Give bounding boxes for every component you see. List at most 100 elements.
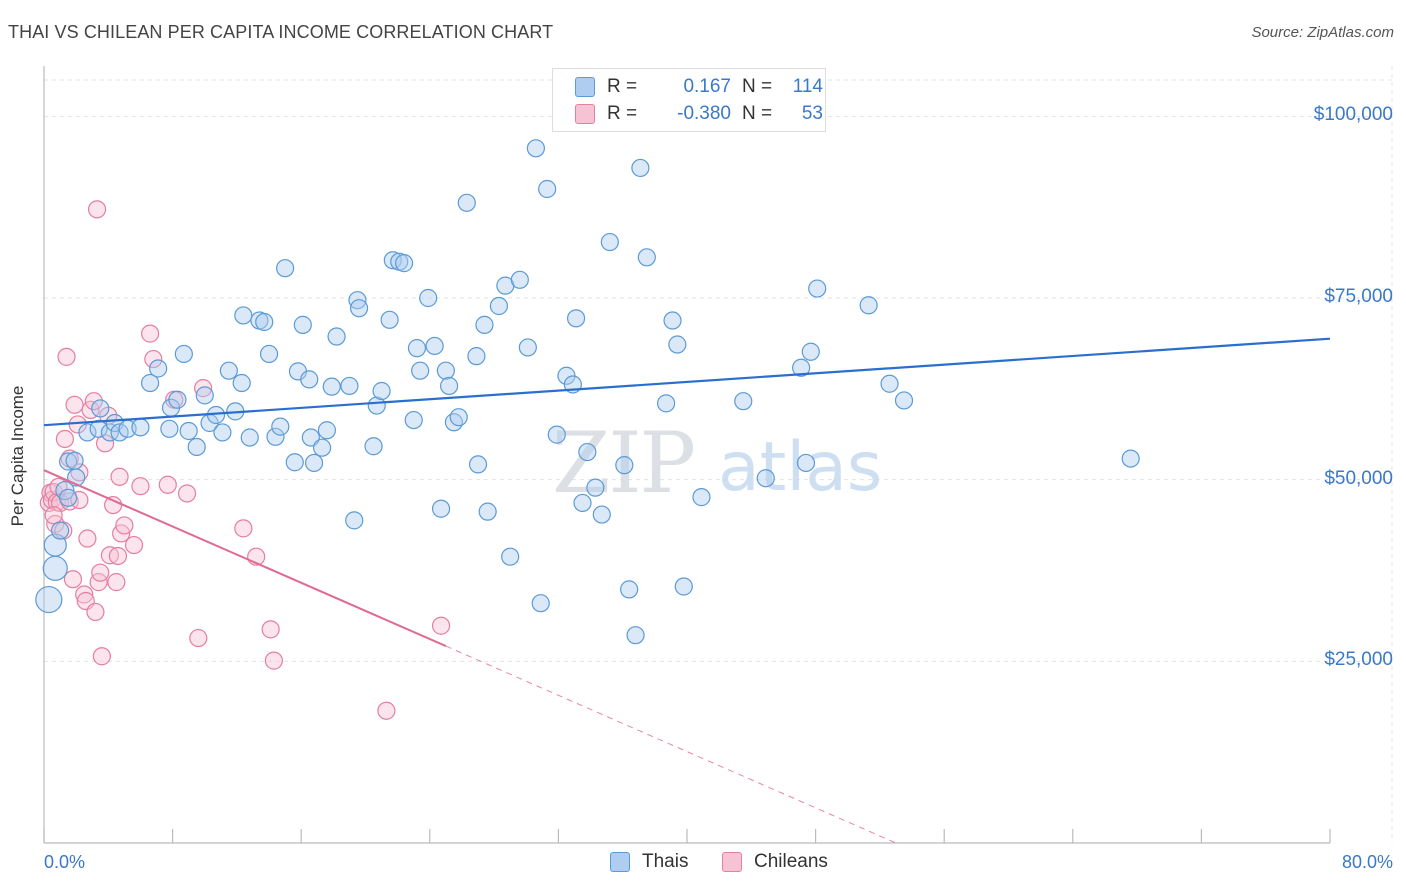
thai-point xyxy=(364,437,383,456)
chilean-point xyxy=(65,395,84,414)
watermark: ZIP atlas xyxy=(552,414,882,512)
chart-title: THAI VS CHILEAN PER CAPITA INCOME CORREL… xyxy=(8,22,554,42)
thai-point xyxy=(756,469,775,488)
chart-source: Source: ZipAtlas.com xyxy=(1251,24,1394,41)
thai-point xyxy=(89,419,108,438)
thai-point xyxy=(592,505,611,524)
y-tick-label: $100,000 xyxy=(1313,104,1393,126)
chilean-point xyxy=(78,529,97,548)
thai-point xyxy=(234,306,253,325)
chileans-trend-extension xyxy=(445,645,897,844)
legend-label-chileans: Chileans xyxy=(754,851,828,872)
thais-series xyxy=(35,139,1140,645)
chilean-point xyxy=(377,701,396,720)
chilean-point xyxy=(264,651,283,670)
thai-point xyxy=(468,455,488,474)
legend-swatch-thais xyxy=(610,852,630,872)
thai-point xyxy=(276,259,295,278)
thai-point xyxy=(578,442,597,462)
thai-point xyxy=(322,377,341,396)
chilean-point xyxy=(234,519,253,538)
thai-point xyxy=(467,347,486,366)
watermark-atlas: atlas xyxy=(718,428,882,507)
chilean-point xyxy=(158,475,177,494)
thai-point xyxy=(285,453,304,472)
thai-point xyxy=(179,421,198,441)
thai-point xyxy=(372,381,391,401)
thai-point xyxy=(304,453,324,473)
chilean-point xyxy=(91,563,110,582)
thai-point xyxy=(526,139,545,158)
chileans-series xyxy=(39,200,451,720)
thai-point xyxy=(734,392,753,411)
chilean-point xyxy=(57,347,76,366)
thai-point xyxy=(808,279,827,298)
y-tick-label: $50,000 xyxy=(1324,467,1393,489)
legend-swatch-chileans xyxy=(575,104,595,124)
legend-r-label: R = xyxy=(607,103,638,124)
thai-point xyxy=(240,428,259,447)
thai-point xyxy=(160,419,179,438)
thai-point xyxy=(259,344,279,364)
thai-point xyxy=(637,248,656,267)
chilean-point xyxy=(124,535,144,555)
thai-point xyxy=(293,315,312,334)
chilean-point xyxy=(55,429,74,449)
thai-point xyxy=(349,299,369,318)
thai-point xyxy=(538,179,557,199)
legend-swatch-chileans xyxy=(722,852,742,872)
legend-label-thais: Thais xyxy=(642,851,689,872)
y-tick-label: $75,000 xyxy=(1324,286,1393,307)
thai-point xyxy=(394,254,414,273)
thai-point xyxy=(301,428,320,447)
thai-point xyxy=(792,358,811,377)
thai-point xyxy=(600,232,619,252)
legend-item-thais[interactable]: Thais xyxy=(610,851,688,873)
chilean-point xyxy=(431,616,451,635)
y-axis-label: Per Capita Income xyxy=(8,385,27,527)
y-tick-label: $25,000 xyxy=(1324,649,1393,671)
thai-point xyxy=(213,423,232,442)
thai-point xyxy=(663,311,682,330)
thai-point xyxy=(586,478,605,497)
thai-point xyxy=(444,413,464,432)
thai-point xyxy=(573,493,592,513)
chilean-point xyxy=(140,324,160,343)
chilean-point xyxy=(70,463,89,482)
chilean-point xyxy=(107,573,126,592)
thai-point xyxy=(436,361,455,380)
thai-point xyxy=(300,370,319,389)
thai-point xyxy=(859,296,878,315)
chilean-point xyxy=(104,496,123,515)
legend-item-chileans[interactable]: Chileans xyxy=(722,851,828,873)
thai-point xyxy=(431,499,451,518)
legend-row-chileans: R = -0.380 N = 53 xyxy=(575,101,823,127)
legend-r-value: -0.380 xyxy=(677,103,731,124)
chilean-point xyxy=(70,490,89,510)
legend-r-value: 0.167 xyxy=(683,76,731,97)
thai-point xyxy=(312,438,332,457)
thais-trend-line xyxy=(43,337,1331,427)
watermark-zip: ZIP xyxy=(552,414,694,512)
legend-swatch-thais xyxy=(575,77,595,97)
thai-point xyxy=(345,511,364,530)
chilean-point xyxy=(110,467,129,486)
thai-point xyxy=(42,555,68,581)
thai-point xyxy=(232,373,251,393)
chilean-point xyxy=(44,506,63,525)
chilean-point xyxy=(86,602,105,622)
thai-point xyxy=(880,374,899,393)
thai-point xyxy=(383,251,402,270)
thai-point xyxy=(271,417,290,436)
thai-point xyxy=(674,577,693,596)
chilean-point xyxy=(261,620,280,639)
thai-point xyxy=(657,394,676,413)
thai-point xyxy=(149,359,168,378)
thai-point xyxy=(478,502,497,521)
legend-n-value: 53 xyxy=(801,103,823,124)
thai-point xyxy=(419,288,438,308)
legend-r-label: R = xyxy=(607,76,638,97)
thai-point xyxy=(631,158,650,178)
thai-point xyxy=(380,310,399,329)
